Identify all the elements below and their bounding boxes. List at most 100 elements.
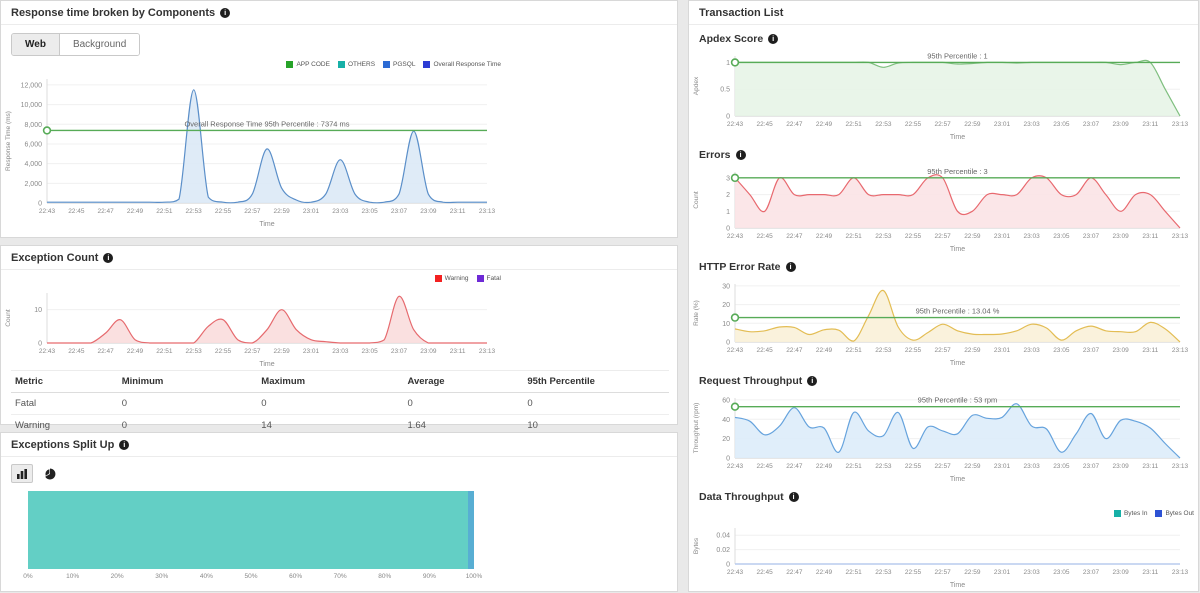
info-icon[interactable] [785, 262, 796, 272]
axis-tick-label: 100% [465, 573, 483, 580]
svg-text:22:57: 22:57 [935, 347, 952, 354]
svg-text:23:07: 23:07 [1083, 463, 1100, 470]
exceptions-split-panel: Exceptions Split Up 0% 10% 20% 30% 40% 50% 60%… [0, 432, 678, 592]
info-icon[interactable] [735, 150, 746, 160]
legend-item[interactable]: Fatal [476, 274, 501, 282]
svg-text:23:01: 23:01 [303, 208, 320, 215]
svg-text:23:11: 23:11 [1142, 347, 1158, 354]
svg-text:23:11: 23:11 [450, 348, 466, 355]
legend-swatch [423, 60, 431, 68]
info-icon[interactable] [119, 440, 130, 450]
legend-label: Warning [444, 274, 469, 282]
svg-text:95th Percentile : 53 rpm: 95th Percentile : 53 rpm [918, 396, 998, 405]
info-icon[interactable] [220, 8, 231, 18]
legend-item[interactable]: OTHERS [337, 60, 376, 68]
table-cell: Fatal [11, 392, 118, 415]
svg-text:22:45: 22:45 [68, 208, 85, 215]
apdex-chart: 0 0.5 1 22:43 22:45 22:47 22:49 22:51 22:53 22:55… [693, 51, 1189, 141]
legend-item[interactable]: Bytes In [1113, 509, 1147, 517]
svg-text:Count: Count [5, 309, 12, 327]
legend-item[interactable]: APP CODE [286, 60, 330, 68]
svg-text:3: 3 [726, 175, 730, 182]
section-header-http-error-rate: HTTP Error Rate [689, 253, 1198, 275]
legend-item[interactable]: Bytes Out [1155, 509, 1194, 517]
svg-text:23:05: 23:05 [1053, 121, 1070, 128]
svg-text:22:59: 22:59 [964, 121, 981, 128]
svg-text:23:07: 23:07 [1083, 569, 1100, 576]
section-title-apdex: Apdex Score [699, 33, 764, 45]
svg-text:22:47: 22:47 [786, 463, 803, 470]
bar-chart-icon[interactable] [11, 464, 33, 483]
svg-text:0: 0 [726, 114, 730, 121]
legend-item[interactable]: Warning [434, 274, 469, 282]
bar-segment[interactable] [28, 491, 468, 569]
svg-text:22:59: 22:59 [964, 347, 981, 354]
svg-text:22:57: 22:57 [244, 348, 261, 355]
svg-text:22:47: 22:47 [786, 347, 803, 354]
svg-text:22:47: 22:47 [786, 233, 803, 240]
legend-label: Overall Response Time [433, 60, 501, 68]
svg-text:0: 0 [38, 201, 42, 208]
svg-text:22:59: 22:59 [274, 208, 291, 215]
info-icon[interactable] [768, 34, 779, 44]
svg-text:10: 10 [722, 321, 730, 328]
svg-text:Bytes: Bytes [693, 537, 700, 554]
svg-text:22:53: 22:53 [186, 208, 203, 215]
errors-chart: 0 1 2 3 22:43 22:45 22:47 22:49 22:51 22:53 22:55 2… [693, 167, 1189, 253]
svg-text:23:05: 23:05 [1053, 463, 1070, 470]
legend-label: OTHERS [347, 60, 376, 68]
legend-item[interactable]: Overall Response Time [423, 60, 501, 68]
axis-tick-label: 60% [289, 573, 303, 580]
svg-text:23:11: 23:11 [1142, 569, 1158, 576]
svg-text:22:43: 22:43 [39, 208, 56, 215]
svg-text:95th Percentile : 13.04 %: 95th Percentile : 13.04 % [916, 307, 1000, 316]
bar-segment[interactable] [467, 491, 474, 569]
info-icon[interactable] [788, 492, 799, 502]
svg-text:23:11: 23:11 [1142, 233, 1158, 240]
pie-chart-icon[interactable] [39, 464, 61, 483]
svg-text:23:03: 23:03 [332, 348, 349, 355]
svg-text:22:59: 22:59 [274, 348, 291, 355]
info-icon[interactable] [103, 253, 114, 263]
svg-text:Time: Time [950, 582, 965, 589]
info-icon[interactable] [807, 376, 818, 386]
svg-text:4,000: 4,000 [24, 161, 42, 168]
svg-text:22:55: 22:55 [905, 233, 922, 240]
legend-swatch [337, 60, 345, 68]
data-throughput-chart: 0 0.02 0.04 22:43 22:45 22:47 22:49 22:51 22:53 2… [693, 528, 1189, 589]
axis-tick-label: 50% [244, 573, 258, 580]
tab-background[interactable]: Background [59, 34, 140, 55]
svg-text:23:13: 23:13 [479, 348, 496, 355]
table-header: Maximum [257, 370, 404, 393]
svg-text:23:07: 23:07 [391, 348, 408, 355]
svg-text:22:55: 22:55 [215, 208, 232, 215]
svg-text:23:09: 23:09 [420, 348, 437, 355]
svg-text:22:57: 22:57 [935, 463, 952, 470]
response-time-tabs: Web Background [11, 33, 141, 56]
left-column: Response time broken by Components Web B… [0, 0, 678, 592]
legend-label: APP CODE [296, 60, 330, 68]
svg-text:23:09: 23:09 [1113, 121, 1130, 128]
svg-text:22:55: 22:55 [905, 121, 922, 128]
axis-tick-label: 10% [66, 573, 80, 580]
svg-text:23:01: 23:01 [994, 569, 1011, 576]
svg-text:Overall Response Time 95th Per: Overall Response Time 95th Percentile : … [184, 119, 349, 128]
svg-text:0: 0 [38, 341, 42, 348]
svg-text:22:49: 22:49 [127, 348, 144, 355]
tab-web[interactable]: Web [12, 34, 60, 55]
svg-text:95th Percentile : 1: 95th Percentile : 1 [927, 51, 987, 60]
request-throughput-chart: 0 20 40 60 22:43 22:45 22:47 22:49 22:51 22:53 22:… [693, 396, 1189, 483]
panel-title-exceptions-split: Exceptions Split Up [11, 439, 115, 451]
svg-text:23:07: 23:07 [391, 208, 408, 215]
svg-text:Count: Count [693, 191, 700, 209]
axis-tick-label: 80% [378, 573, 392, 580]
response-time-panel: Response time broken by Components Web B… [0, 0, 678, 238]
svg-text:22:57: 22:57 [244, 208, 261, 215]
section-header-apdex: Apdex Score [689, 25, 1198, 47]
svg-text:0.04: 0.04 [716, 533, 730, 540]
svg-text:23:03: 23:03 [1024, 463, 1041, 470]
svg-text:22:51: 22:51 [846, 463, 863, 470]
svg-text:23:07: 23:07 [1083, 121, 1100, 128]
svg-text:Throughput (rpm): Throughput (rpm) [693, 403, 700, 454]
legend-item[interactable]: PGSQL [383, 60, 415, 68]
